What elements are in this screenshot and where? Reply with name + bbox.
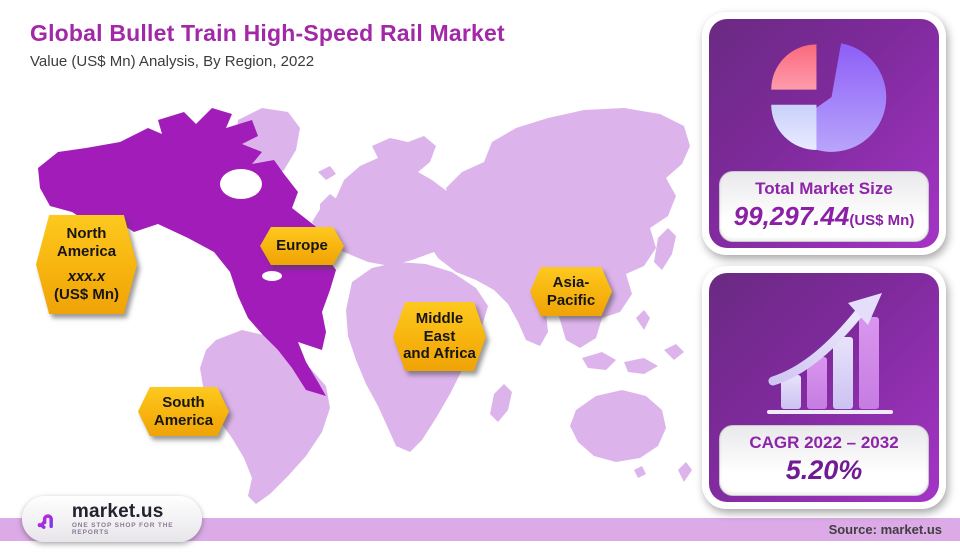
region-badge-north-america: North America xxx.x (US$ Mn) bbox=[36, 215, 137, 314]
island-indonesia-west bbox=[582, 352, 616, 370]
header: Global Bullet Train High-Speed Rail Mark… bbox=[30, 20, 505, 70]
continent-asia bbox=[426, 108, 690, 348]
cagr-value: 5.20% bbox=[785, 455, 863, 485]
total-market-size-card: Total Market Size 99,297.44(US$ Mn) bbox=[702, 12, 946, 255]
continent-north-america-highlighted bbox=[38, 108, 336, 396]
cagr-label: CAGR 2022 – 2032 bbox=[749, 433, 899, 452]
region-unit-north-america: (US$ Mn) bbox=[54, 286, 119, 304]
market-size-box: Total Market Size 99,297.44(US$ Mn) bbox=[719, 171, 929, 242]
island-philippines bbox=[636, 310, 650, 330]
pie-chart-icon bbox=[771, 43, 887, 152]
island-madagascar bbox=[490, 384, 512, 422]
cagr-box: CAGR 2022 – 2032 5.20% bbox=[719, 425, 929, 496]
market-us-logo-icon bbox=[37, 509, 63, 529]
brand-name: market.us bbox=[71, 501, 164, 522]
island-iceland bbox=[318, 166, 336, 180]
region-label-europe: Europe bbox=[276, 237, 328, 255]
region-value-north-america: xxx.x bbox=[67, 267, 106, 285]
island-new-zealand bbox=[678, 462, 692, 482]
page-title: Global Bullet Train High-Speed Rail Mark… bbox=[30, 20, 505, 46]
region-label-middle-east-africa: Middle East and Africa bbox=[403, 309, 476, 363]
brand-tagline: ONE STOP SHOP FOR THE REPORTS bbox=[71, 522, 174, 536]
island-tasmania bbox=[634, 466, 646, 478]
market-size-value: 99,297.44 bbox=[733, 201, 850, 231]
region-label-asia-pacific: Asia- Pacific bbox=[546, 273, 596, 309]
island-uk bbox=[320, 194, 338, 222]
hudson-bay bbox=[220, 169, 262, 199]
great-lakes bbox=[262, 271, 282, 281]
island-new-guinea bbox=[664, 344, 684, 360]
growth-arrow-bars-icon bbox=[767, 293, 893, 414]
region-badge-middle-east-africa: Middle East and Africa bbox=[393, 302, 486, 371]
cagr-card: CAGR 2022 – 2032 5.20% bbox=[702, 266, 946, 509]
footer-strip bbox=[0, 518, 960, 541]
region-label-north-america: North America bbox=[56, 225, 117, 260]
island-indonesia-east bbox=[624, 358, 658, 374]
region-badge-south-america: South America bbox=[138, 387, 229, 436]
region-badge-europe: Europe bbox=[260, 227, 344, 265]
continent-europe bbox=[312, 136, 464, 266]
island-japan bbox=[654, 228, 676, 270]
market-size-unit: (US$ Mn) bbox=[849, 212, 915, 229]
region-label-south-america: South America bbox=[153, 393, 214, 429]
source-text: Source: market.us bbox=[828, 522, 942, 537]
page-subtitle: Value (US$ Mn) Analysis, By Region, 2022 bbox=[30, 53, 315, 70]
market-size-label: Total Market Size bbox=[755, 179, 893, 198]
continent-australia bbox=[570, 390, 666, 462]
market-us-logo: market.us ONE STOP SHOP FOR THE REPORTS bbox=[22, 496, 202, 542]
region-badge-asia-pacific: Asia- Pacific bbox=[530, 267, 612, 316]
